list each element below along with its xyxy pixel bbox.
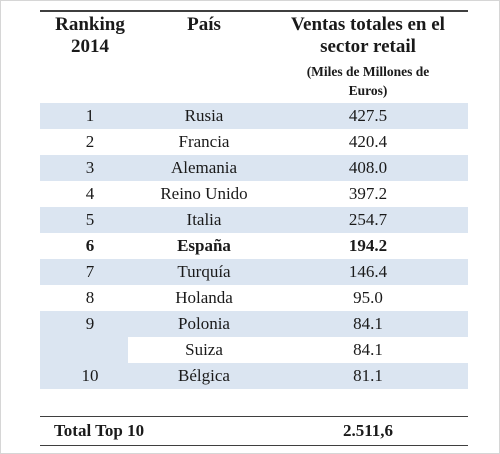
rank-cell: 6 bbox=[85, 236, 95, 255]
sales-cell: 420.4 bbox=[348, 132, 388, 151]
table-row: 3 Alemania 408.0 bbox=[40, 155, 468, 181]
sales-cell: 146.4 bbox=[348, 262, 388, 281]
sales-cell: 408.0 bbox=[348, 158, 388, 177]
sales-cell: 84.1 bbox=[353, 314, 383, 333]
rank-cell: 9 bbox=[85, 314, 95, 333]
rank-cell: 10 bbox=[81, 366, 99, 385]
header-country: País bbox=[187, 14, 221, 35]
country-cell: Polonia bbox=[178, 314, 230, 333]
table-row: 1 Rusia 427.5 bbox=[40, 103, 468, 129]
rank-cell: 1 bbox=[85, 106, 95, 125]
header-units: (Miles de Millones de Euros) bbox=[268, 62, 468, 100]
rank-cell: 3 bbox=[85, 158, 95, 177]
rank-cell: 5 bbox=[85, 210, 95, 229]
country-cell: España bbox=[177, 236, 231, 255]
header-sales: Ventas totales en el sector retail bbox=[268, 14, 468, 58]
total-label: Total Top 10 bbox=[54, 421, 145, 440]
header-sales-line2: sector retail bbox=[320, 36, 416, 57]
total-row: Total Top 10 2.511,6 bbox=[40, 418, 468, 444]
table-row: 8 Holanda 95.0 bbox=[40, 285, 468, 311]
table-row: 10 Bélgica 81.1 bbox=[40, 363, 468, 389]
sales-cell: 81.1 bbox=[353, 366, 383, 385]
rank-cell: 7 bbox=[85, 262, 95, 281]
country-cell: Suiza bbox=[185, 340, 223, 359]
header-units-line2: Euros) bbox=[348, 83, 388, 98]
country-cell: Reino Unido bbox=[160, 184, 248, 203]
sales-cell: 254.7 bbox=[348, 210, 388, 229]
table-row-highlighted: 6 España 194.2 bbox=[40, 233, 468, 259]
table-row: 9 Polonia 84.1 bbox=[40, 311, 468, 337]
top-rule bbox=[40, 10, 468, 12]
country-cell: Holanda bbox=[175, 288, 233, 307]
table-row: 5 Italia 254.7 bbox=[40, 207, 468, 233]
total-top-rule bbox=[40, 416, 468, 417]
country-cell: Turquía bbox=[177, 262, 231, 281]
rank-cell: 2 bbox=[85, 132, 95, 151]
sales-cell: 397.2 bbox=[348, 184, 388, 203]
rank-cell: 4 bbox=[85, 184, 95, 203]
country-cell: Bélgica bbox=[178, 366, 230, 385]
header-ranking-line2: 2014 bbox=[71, 36, 109, 57]
table-row: 2 Francia 420.4 bbox=[40, 129, 468, 155]
sales-cell: 84.1 bbox=[353, 340, 383, 359]
total-bottom-rule bbox=[40, 445, 468, 446]
country-cell: Italia bbox=[186, 210, 222, 229]
sales-cell: 95.0 bbox=[353, 288, 383, 307]
country-cell: Rusia bbox=[184, 106, 224, 125]
sales-cell: 194.2 bbox=[348, 236, 388, 255]
header-sales-line1: Ventas totales en el bbox=[291, 14, 445, 35]
table-row: 4 Reino Unido 397.2 bbox=[40, 181, 468, 207]
total-value: 2.511,6 bbox=[342, 421, 394, 440]
header-ranking-line1: Ranking bbox=[55, 14, 125, 35]
header-units-line1: (Miles de Millones de bbox=[306, 64, 430, 79]
rank-cell: 8 bbox=[85, 288, 95, 307]
header-ranking: Ranking 2014 bbox=[40, 14, 140, 58]
rank-cell-merged-shade bbox=[40, 337, 128, 363]
table-row: Suiza 84.1 bbox=[40, 337, 468, 363]
sales-cell: 427.5 bbox=[348, 106, 388, 125]
country-cell: Francia bbox=[178, 132, 230, 151]
table-row: 7 Turquía 146.4 bbox=[40, 259, 468, 285]
country-cell: Alemania bbox=[170, 158, 238, 177]
